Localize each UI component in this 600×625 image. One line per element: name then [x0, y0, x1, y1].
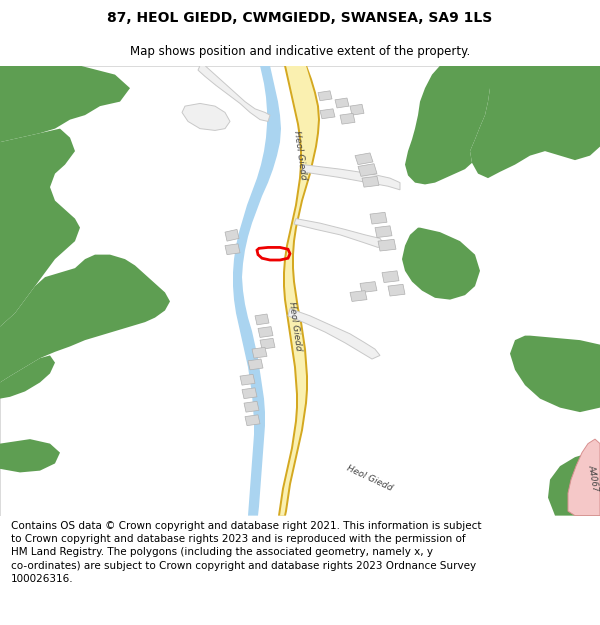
Text: A4067: A4067 — [586, 464, 600, 492]
Polygon shape — [405, 66, 490, 184]
Polygon shape — [278, 66, 320, 516]
Polygon shape — [375, 226, 392, 238]
Polygon shape — [350, 291, 367, 301]
Polygon shape — [0, 129, 80, 327]
Polygon shape — [225, 244, 240, 254]
Polygon shape — [242, 388, 257, 399]
Polygon shape — [198, 66, 270, 121]
Polygon shape — [260, 338, 275, 349]
Polygon shape — [240, 374, 255, 385]
Polygon shape — [355, 153, 373, 164]
Polygon shape — [510, 336, 600, 412]
Polygon shape — [0, 254, 170, 382]
Polygon shape — [280, 66, 318, 516]
Polygon shape — [182, 103, 230, 131]
Polygon shape — [0, 356, 55, 399]
Polygon shape — [225, 229, 239, 241]
Polygon shape — [340, 113, 355, 124]
Polygon shape — [294, 219, 385, 248]
Polygon shape — [0, 439, 60, 472]
Polygon shape — [0, 66, 130, 142]
Polygon shape — [288, 309, 380, 359]
Polygon shape — [255, 314, 269, 325]
Polygon shape — [568, 439, 600, 516]
Polygon shape — [388, 284, 405, 296]
Polygon shape — [318, 91, 332, 101]
Polygon shape — [402, 228, 480, 299]
Text: Heol Giedd: Heol Giedd — [346, 463, 394, 492]
Polygon shape — [320, 109, 335, 119]
Polygon shape — [244, 401, 259, 412]
Polygon shape — [470, 66, 600, 178]
Polygon shape — [233, 66, 281, 516]
Polygon shape — [350, 104, 364, 115]
Polygon shape — [258, 327, 273, 338]
Polygon shape — [302, 164, 400, 190]
Text: Map shows position and indicative extent of the property.: Map shows position and indicative extent… — [130, 45, 470, 58]
Polygon shape — [382, 271, 399, 282]
Polygon shape — [245, 415, 260, 426]
Polygon shape — [335, 98, 349, 108]
Text: Contains OS data © Crown copyright and database right 2021. This information is : Contains OS data © Crown copyright and d… — [11, 521, 481, 584]
Text: 87, HEOL GIEDD, CWMGIEDD, SWANSEA, SA9 1LS: 87, HEOL GIEDD, CWMGIEDD, SWANSEA, SA9 1… — [107, 11, 493, 26]
Text: Heol Giedd: Heol Giedd — [287, 301, 303, 352]
Polygon shape — [358, 164, 377, 176]
Polygon shape — [360, 282, 377, 292]
Polygon shape — [378, 239, 396, 251]
Text: Heol Giedd: Heol Giedd — [292, 131, 308, 181]
Polygon shape — [548, 452, 600, 516]
Polygon shape — [370, 213, 387, 224]
Polygon shape — [248, 359, 263, 370]
Polygon shape — [362, 176, 379, 187]
Polygon shape — [252, 348, 267, 358]
